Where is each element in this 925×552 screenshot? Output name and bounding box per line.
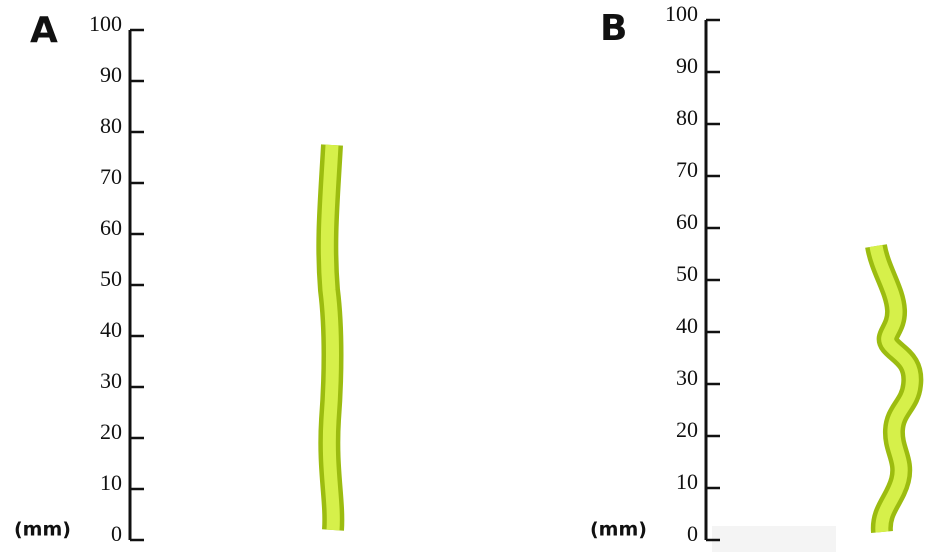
- tick-label: 10: [676, 469, 698, 494]
- tick-label: 70: [676, 157, 698, 182]
- tick-label: 100: [665, 1, 698, 26]
- tick-label: 40: [676, 313, 698, 338]
- tick-label: 70: [100, 164, 122, 189]
- backdrop-patch: [712, 526, 836, 552]
- tick-label: 80: [676, 105, 698, 130]
- tick-label: 100: [89, 11, 122, 36]
- tick-label: 20: [100, 419, 122, 444]
- tick-label: 30: [676, 365, 698, 390]
- vessel-a: [316, 144, 345, 531]
- tick-label: 90: [100, 62, 122, 87]
- tick-label: 40: [100, 317, 122, 342]
- vessel-core: [869, 244, 919, 533]
- tick-label: 30: [100, 368, 122, 393]
- tick-label: 0: [111, 521, 122, 546]
- tick-label: 50: [100, 266, 122, 291]
- panel-label: B: [600, 8, 627, 49]
- tick-label: 0: [687, 521, 698, 546]
- vessel-core: [320, 144, 340, 531]
- tick-label: 80: [100, 113, 122, 138]
- tick-label: 90: [676, 53, 698, 78]
- unit-label: (mm): [590, 519, 647, 541]
- tick-label: 50: [676, 261, 698, 286]
- tick-label: 10: [100, 470, 122, 495]
- panel-label: A: [30, 10, 58, 51]
- vessel-b: [865, 243, 924, 533]
- tick-label: 20: [676, 417, 698, 442]
- tick-label: 60: [100, 215, 122, 240]
- unit-label: (mm): [14, 519, 71, 541]
- tick-label: 60: [676, 209, 698, 234]
